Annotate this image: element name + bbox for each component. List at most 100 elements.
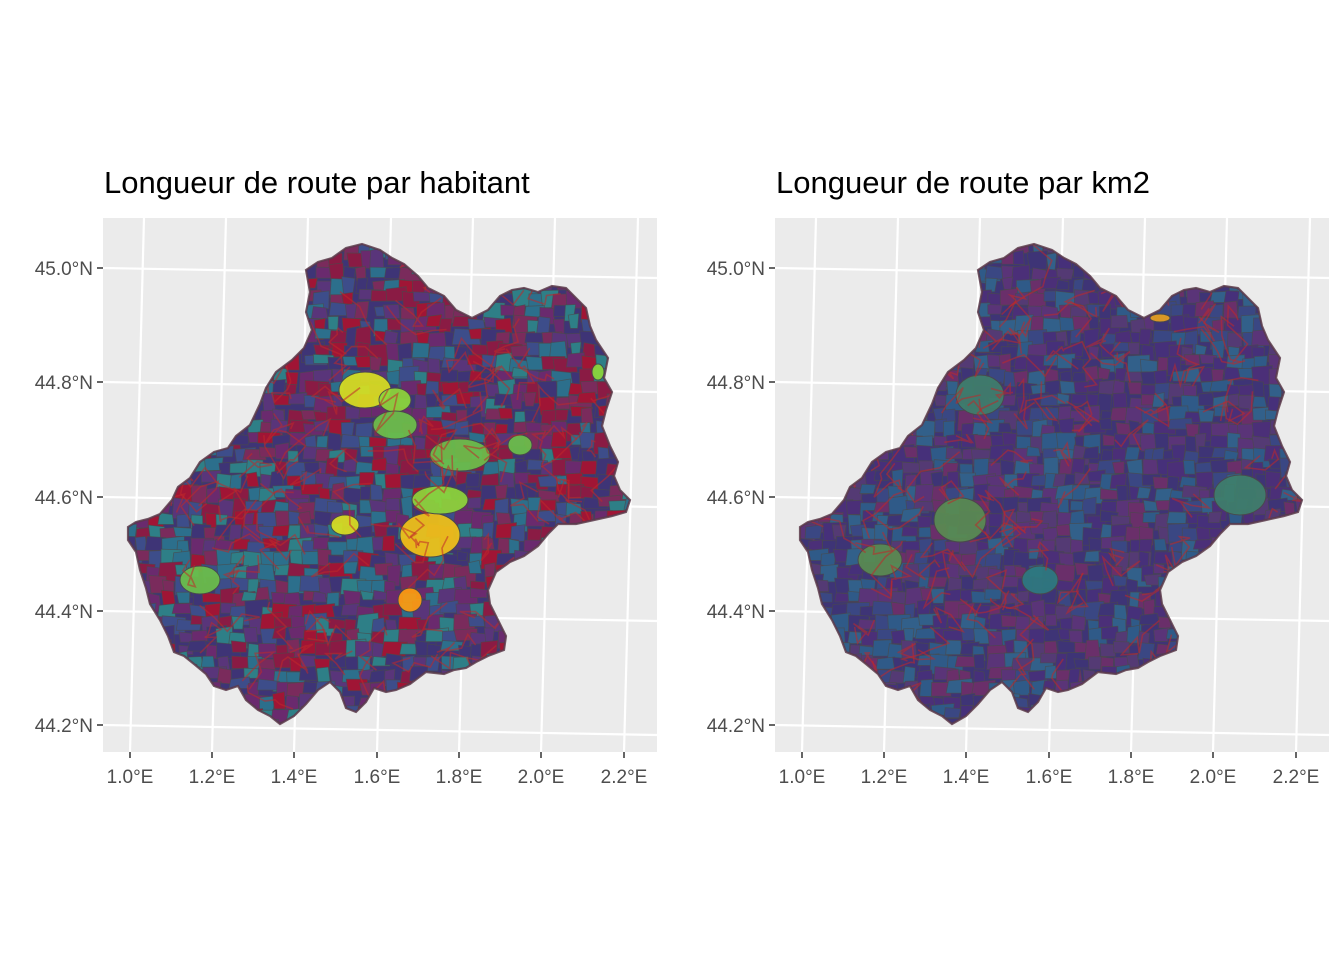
commune-polygon [902, 665, 916, 683]
road-line [468, 365, 513, 389]
commune-polygon [157, 512, 175, 525]
commune-polygon [416, 619, 428, 632]
road-line [941, 550, 954, 579]
road-line [1090, 351, 1131, 366]
commune-polygon [228, 524, 242, 541]
commune-polygon [1112, 392, 1128, 409]
road-line [418, 415, 434, 435]
commune-polygon [230, 640, 247, 653]
road-line [905, 554, 941, 581]
road-line [199, 604, 260, 633]
road-line [1226, 303, 1249, 364]
commune-polygon [311, 590, 327, 603]
road-line [586, 439, 597, 458]
road-line [430, 391, 483, 431]
road-line [1066, 400, 1100, 432]
commune-polygon [927, 576, 948, 588]
road-line [1085, 327, 1110, 354]
x-tick-label: 1.2°E [861, 767, 908, 788]
y-tick-label: 45.0°N [35, 259, 93, 280]
commune-polygon [1026, 446, 1041, 457]
commune-polygon [1055, 279, 1070, 291]
commune-polygon [340, 433, 362, 449]
commune-polygon [1138, 328, 1152, 346]
commune-polygon [256, 678, 280, 691]
commune-polygon [383, 329, 399, 344]
commune-polygon [1153, 627, 1171, 642]
road-line [428, 455, 459, 483]
road-line [1043, 300, 1098, 318]
road-line [395, 297, 442, 328]
commune-polygon [467, 559, 482, 574]
road-line [1063, 340, 1099, 388]
road-line [1224, 376, 1259, 413]
road-line [919, 542, 966, 572]
y-tick-label: 44.8°N [707, 373, 765, 394]
road-line [482, 427, 508, 483]
commune-polygon [1098, 417, 1113, 430]
commune-polygon [254, 586, 271, 601]
road-line [944, 433, 975, 444]
commune-polygon [1056, 267, 1075, 280]
road-line [463, 441, 500, 461]
commune-polygon [312, 537, 330, 550]
commune-polygon [1071, 393, 1088, 405]
commune-polygon [1110, 314, 1129, 329]
road-line [881, 462, 903, 492]
x-tick-label: 2.2°E [601, 767, 648, 788]
y-tick-label: 45.0°N [707, 259, 765, 280]
road-line [1008, 244, 1053, 308]
road-line [983, 522, 1022, 547]
commune-polygon [973, 653, 985, 670]
commune-polygon [580, 407, 594, 425]
road-line [411, 602, 448, 638]
road-line [305, 615, 331, 643]
x-tick-label: 1.8°E [436, 767, 483, 788]
road-line [870, 564, 913, 600]
commune-polygon [1182, 459, 1196, 475]
road-line [984, 489, 1027, 533]
road-line [1202, 400, 1246, 423]
road-line [181, 559, 197, 589]
road-line [967, 399, 990, 440]
commune-polygon [298, 665, 318, 681]
road-line [1056, 572, 1084, 610]
commune-polygon [1251, 396, 1268, 408]
road-line [1176, 337, 1200, 384]
road-line [409, 517, 426, 549]
commune-polygon [324, 457, 339, 477]
commune-polygon [1044, 665, 1058, 679]
commune-polygon [381, 535, 396, 552]
commune-polygon [342, 561, 359, 575]
road-line [865, 506, 925, 531]
y-tick-label: 44.4°N [707, 602, 765, 623]
road-line [276, 653, 309, 681]
hotspot-region [330, 514, 360, 536]
road-line [324, 390, 342, 415]
road-line [370, 522, 418, 540]
commune-polygon [998, 422, 1013, 433]
commune-polygon [1084, 639, 1101, 660]
road-line [873, 441, 906, 498]
road-line [1002, 508, 1016, 548]
y-tick-label: 44.2°N [707, 716, 765, 737]
road-line [432, 387, 468, 410]
road-line [217, 490, 294, 541]
commune-polygon [467, 615, 486, 627]
commune-polygon [1098, 366, 1111, 380]
commune-polygon [316, 666, 331, 684]
commune-polygon [1127, 381, 1142, 395]
road-line [358, 655, 386, 698]
commune-polygon [536, 509, 557, 522]
road-line [1101, 554, 1141, 587]
hotspot-region [1021, 565, 1059, 595]
road-line [1065, 573, 1089, 615]
road-line [241, 651, 277, 690]
road-line [938, 479, 965, 505]
commune-polygon [172, 526, 194, 537]
meridian-gridline [1294, 217, 1312, 753]
road-line [489, 351, 511, 408]
road-line [374, 388, 399, 433]
commune-polygon [1198, 392, 1216, 406]
panel-title-km2: Longueur de route par km2 [776, 165, 1150, 200]
